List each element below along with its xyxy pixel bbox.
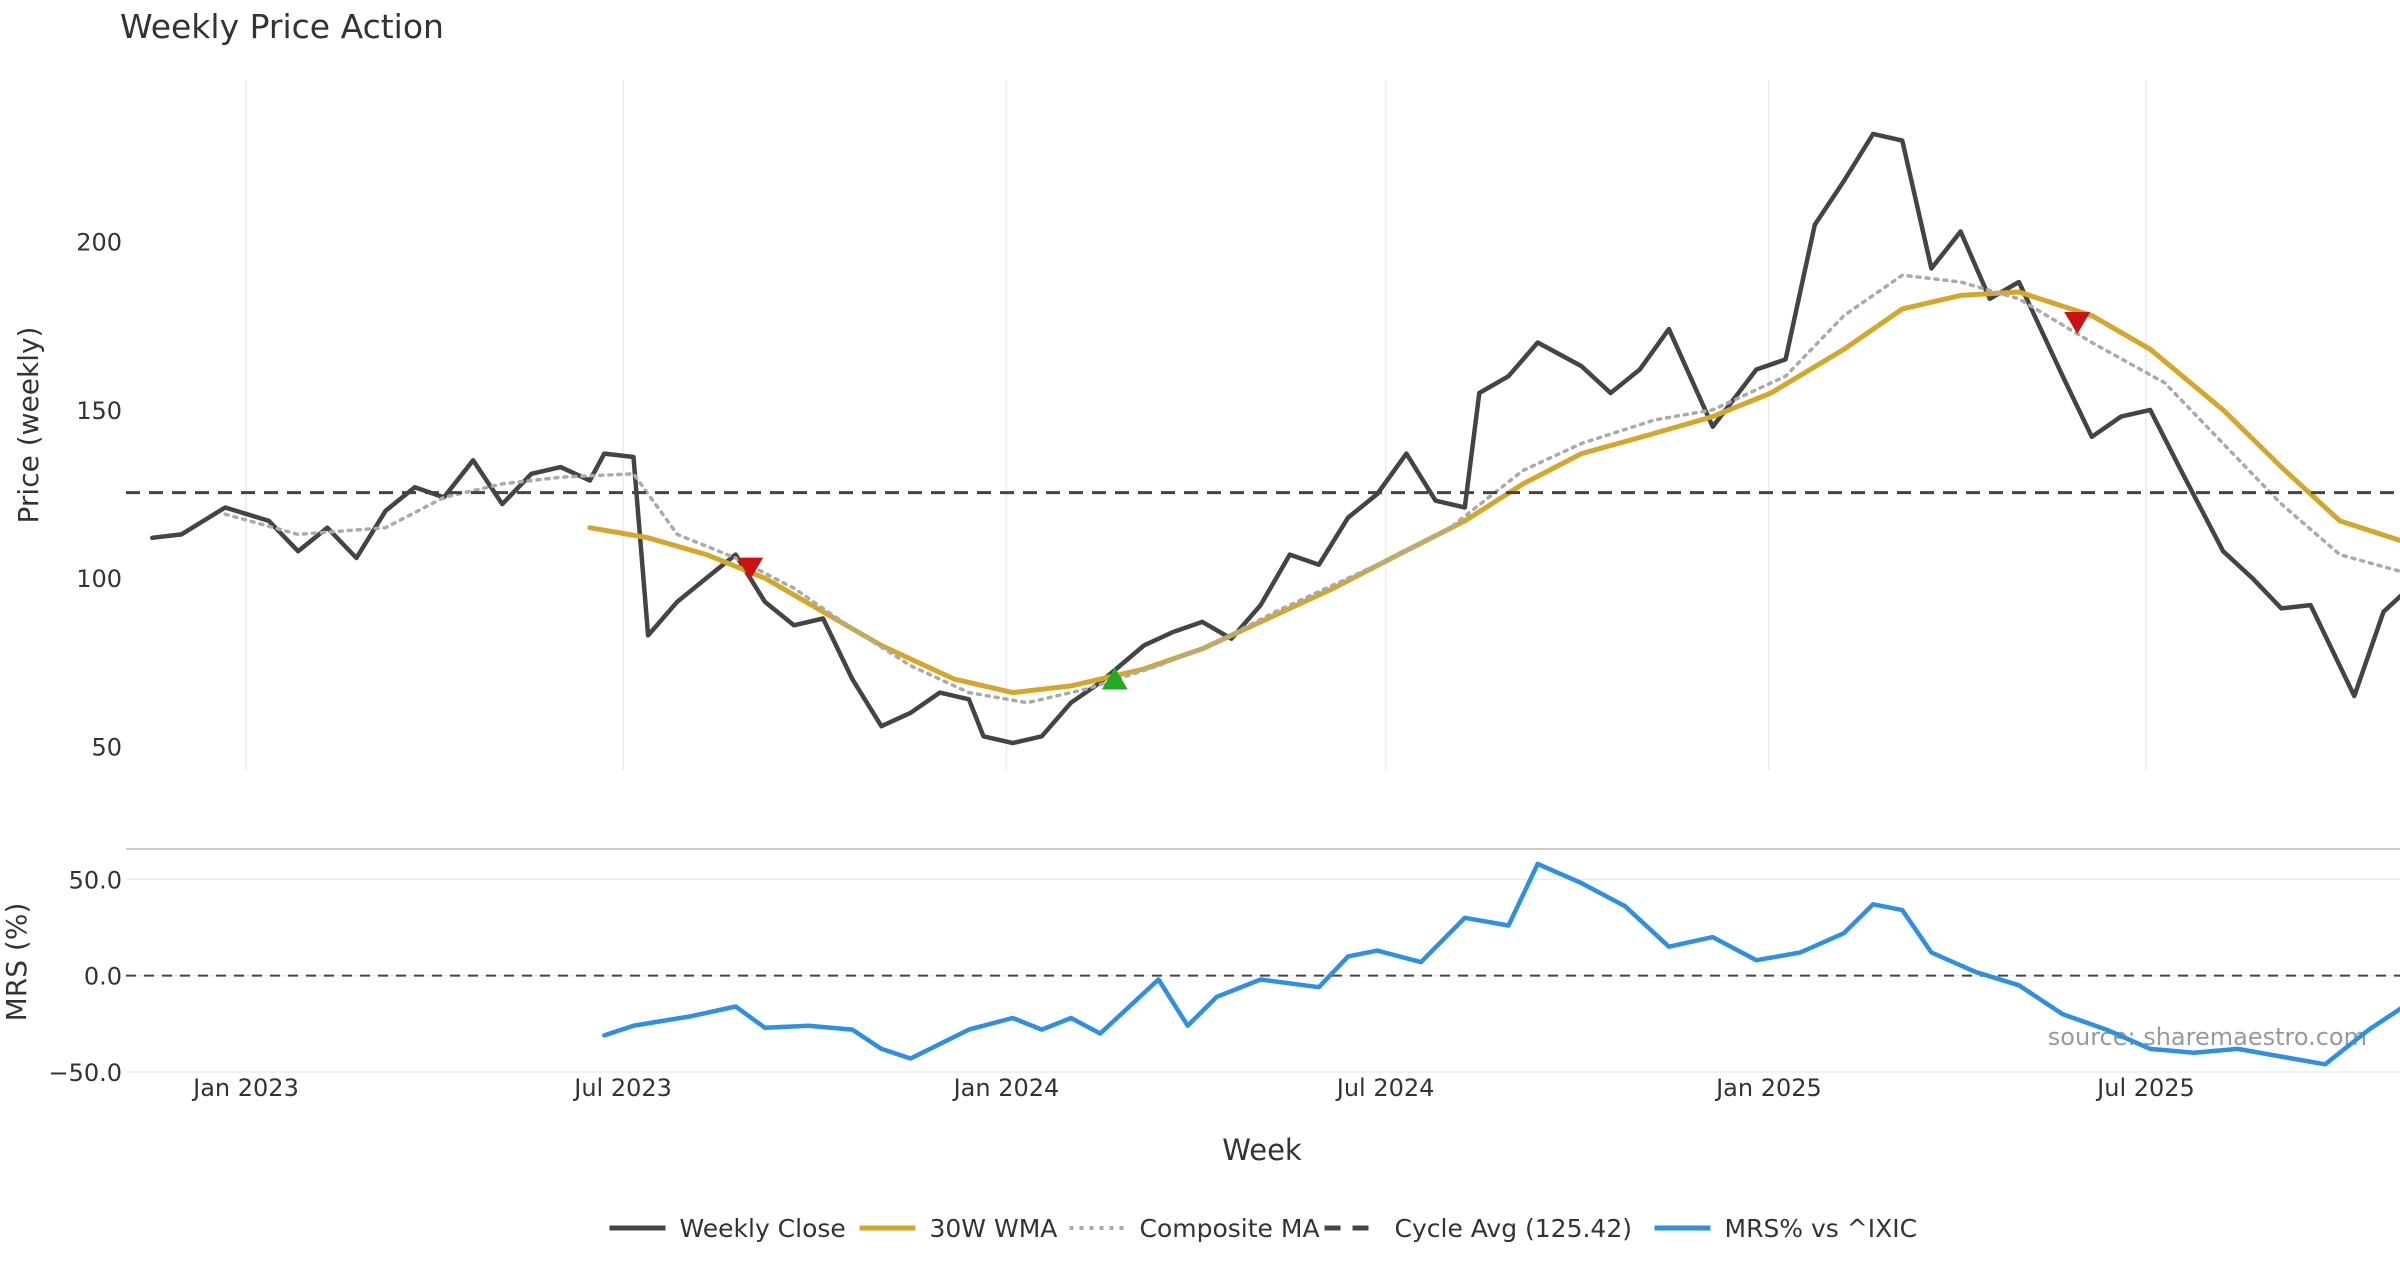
series-30w-wma	[587, 289, 2400, 696]
mrs-grid	[126, 878, 2400, 1073]
x-ticks: Jan 2023 Jul 2023 Jan 2024 Jul 2024 Jan 2025…	[191, 1074, 2195, 1102]
price-ytick-50: 50	[91, 733, 122, 761]
series-composite-ma	[223, 273, 2400, 705]
xtick-3: Jul 2024	[1335, 1074, 1435, 1102]
signal-markers	[737, 311, 2091, 690]
mrs-axis-label: MRS (%)	[0, 903, 33, 1022]
xtick-4: Jan 2025	[1714, 1074, 1822, 1102]
mrs-ytick-1: 0.0	[84, 963, 122, 991]
xtick-2: Jan 2024	[952, 1074, 1060, 1102]
x-axis-label: Week	[1222, 1133, 1302, 1167]
legend-label-2: Composite MA	[1140, 1214, 1320, 1243]
mrs-series	[602, 861, 2400, 1067]
price-axis-label: Price (weekly)	[12, 327, 45, 524]
legend-label-0: Weekly Close	[680, 1214, 846, 1243]
legend-label-3: Cycle Avg (125.42)	[1395, 1214, 1633, 1243]
price-ytick-100: 100	[76, 565, 122, 593]
price-ytick-150: 150	[76, 397, 122, 425]
series-mrs-vs-ixic	[602, 861, 2400, 1067]
xtick-5: Jul 2025	[2095, 1074, 2195, 1102]
mrs-ytick-2: −50.0	[48, 1059, 122, 1087]
sell-signal-marker-2	[2064, 311, 2091, 335]
xtick-1: Jul 2023	[572, 1074, 672, 1102]
price-series	[126, 131, 2400, 746]
legend-label-4: MRS% vs ^IXIC	[1725, 1214, 1918, 1243]
chart-title: Weekly Price Action	[120, 7, 444, 46]
mrs-yticks: 50.0 0.0 −50.0	[48, 866, 122, 1087]
buy-signal-marker-1	[1101, 667, 1128, 690]
xtick-0: Jan 2023	[191, 1074, 299, 1102]
price-grid	[245, 80, 2147, 770]
sell-signal-marker-0	[737, 557, 764, 580]
legend: Weekly Close 30W WMA Composite MA Cycle Avg…	[609, 1214, 1918, 1243]
price-yticks: 50 100 150 200	[76, 229, 122, 762]
mrs-ytick-0: 50.0	[69, 866, 122, 894]
legend-label-1: 30W WMA	[930, 1214, 1058, 1243]
price-ytick-200: 200	[76, 229, 122, 257]
